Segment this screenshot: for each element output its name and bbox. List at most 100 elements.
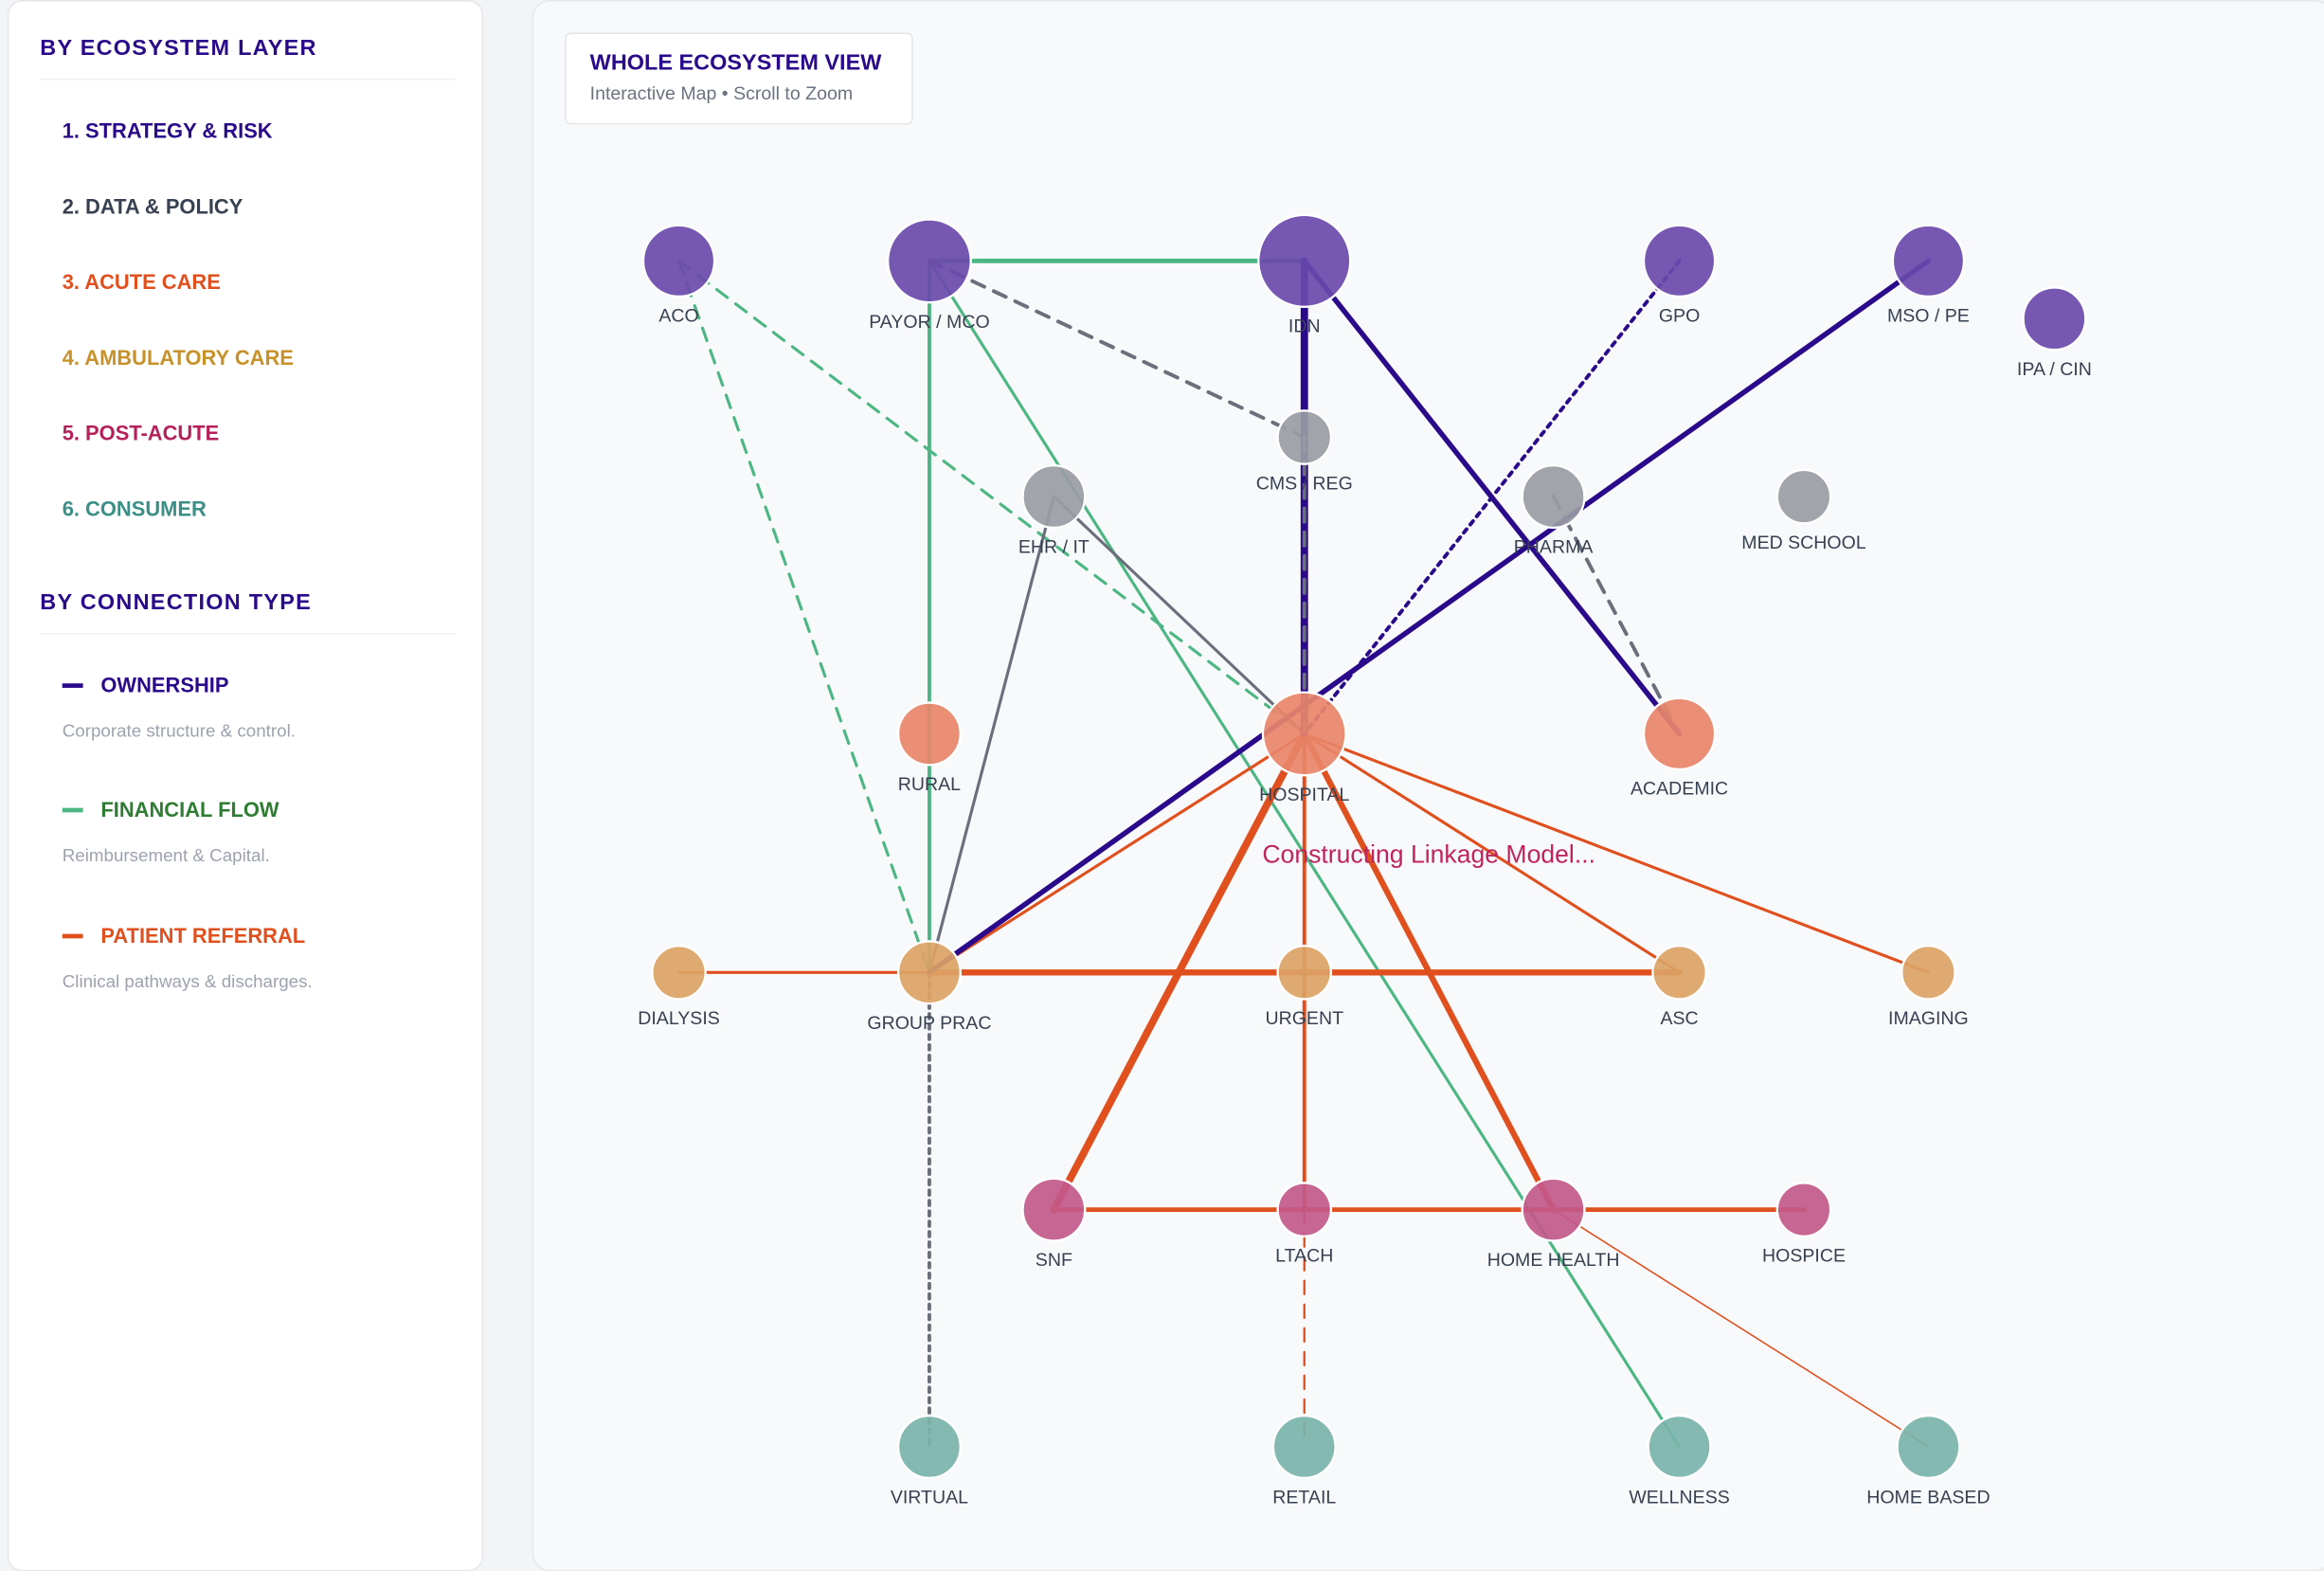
node-circle[interactable] [1276,409,1333,465]
layer-filter-postacute[interactable]: 5. POST-ACUTE [62,421,220,445]
node-circle[interactable] [1271,1414,1337,1479]
node-label: MSO / PE [1887,305,1970,326]
node-circle[interactable] [1276,1182,1333,1237]
node-circle[interactable] [641,224,716,298]
node-label: PAYOR / MCO [869,312,989,333]
node-circle[interactable] [651,944,707,1001]
node-pharma[interactable]: PHARMA [1514,464,1594,558]
node-asc[interactable]: ASC [1651,944,1707,1029]
node-circle[interactable] [896,1414,962,1479]
node-label: PHARMA [1514,537,1594,558]
layer-filter-data[interactable]: 2. DATA & POLICY [62,193,243,218]
ecosystem-map[interactable]: ACO PAYOR / MCO IDN GPO MSO / PE IPA / CIN CMS… [531,0,2324,1571]
node-circle[interactable] [1642,696,1717,771]
node-circle[interactable] [1276,944,1333,1001]
node-circle[interactable] [886,218,972,304]
node-label: IMAGING [1888,1008,1969,1029]
node-medschool[interactable]: MED SCHOOL [1741,468,1866,553]
node-label: WELLNESS [1629,1487,1729,1508]
node-retail[interactable]: RETAIL [1271,1414,1337,1508]
node-circle[interactable] [1521,464,1586,530]
edge-hospital-asc[interactable] [1303,731,1682,974]
node-cms[interactable]: CMS / REG [1256,409,1353,494]
node-aco[interactable]: ACO [641,224,716,327]
node-circle[interactable] [2022,286,2087,352]
node-payor[interactable]: PAYOR / MCO [869,218,990,333]
node-circle[interactable] [1896,1414,1961,1479]
edge-ehr-hospital[interactable] [1052,495,1306,735]
edge-ehr-group[interactable] [928,495,1055,974]
edge-hospital-group[interactable] [928,731,1306,974]
node-circle[interactable] [1261,691,1347,777]
node-label: ACO [658,305,698,326]
node-circle[interactable] [1775,468,1832,525]
layer-filter-strategy[interactable]: 1. STRATEGY & RISK [62,118,273,143]
node-circle[interactable] [1521,1177,1586,1242]
node-circle[interactable] [1021,1177,1087,1242]
node-idn[interactable]: IDN [1257,213,1352,337]
layer-filter-acute[interactable]: 3. ACUTE CARE [62,269,221,294]
node-imaging[interactable]: IMAGING [1888,944,1969,1029]
node-snf[interactable]: SNF [1021,1177,1087,1271]
layer-filter-consumer[interactable]: 6. CONSUMER [62,497,207,521]
node-circle[interactable] [1021,464,1087,530]
node-rural[interactable]: RURAL [896,701,962,795]
node-academic[interactable]: ACADEMIC [1630,696,1728,800]
edge-homehealth-homebased[interactable] [1552,1208,1930,1448]
edge-aco-group[interactable] [676,259,931,974]
connection-label: PATIENT REFERRAL [100,923,306,948]
node-circle[interactable] [1775,1182,1832,1237]
node-group[interactable]: GROUP PRAC [867,940,991,1034]
node-virtual[interactable]: VIRTUAL [891,1414,968,1508]
referral-line-icon [62,934,83,939]
connection-filter-financial[interactable]: FINANCIAL FLOW Reimbursement & Capital. [62,798,279,866]
node-label: IPA / CIN [2017,359,2092,380]
node-gpo[interactable]: GPO [1642,224,1717,327]
edge-aco-hospital[interactable] [676,259,1306,735]
ownership-line-icon [62,683,83,689]
node-circle[interactable] [1901,944,1956,1001]
node-circle[interactable] [896,701,962,767]
node-label: LTACH [1275,1245,1333,1266]
node-mso[interactable]: MSO / PE [1887,224,1970,327]
map-title: WHOLE ECOSYSTEM VIEW [589,50,882,76]
node-label: IDN [1288,316,1321,336]
node-circle[interactable] [1642,224,1717,298]
connection-filter-ownership[interactable]: OWNERSHIP Corporate structure & control. [62,673,296,741]
node-circle[interactable] [1257,213,1352,309]
connection-desc: Reimbursement & Capital. [62,844,270,866]
node-wellness[interactable]: WELLNESS [1629,1414,1730,1508]
layer-section-title: BY ECOSYSTEM LAYER [40,35,317,62]
node-homehealth[interactable]: HOME HEALTH [1487,1177,1620,1271]
edge-payor-cms[interactable] [927,259,1306,440]
node-label: VIRTUAL [891,1487,968,1508]
network-graph[interactable]: ACO PAYOR / MCO IDN GPO MSO / PE IPA / CIN CMS… [533,2,2324,1571]
node-homebased[interactable]: HOME BASED [1866,1414,1991,1508]
edge-mso-group[interactable] [927,258,1932,976]
node-label: HOME HEALTH [1487,1250,1620,1271]
map-subtitle: Interactive Map • Scroll to Zoom [589,82,854,104]
node-hospital[interactable]: HOSPITAL [1259,691,1349,805]
node-label: HOME BASED [1866,1487,1990,1508]
node-urgent[interactable]: URGENT [1265,944,1343,1029]
node-circle[interactable] [1647,1414,1712,1479]
edge-gpo-hospital[interactable] [1302,259,1682,736]
edge-pharma-academic[interactable] [1551,495,1682,736]
node-label: DIALYSIS [638,1008,720,1029]
node-circle[interactable] [896,940,962,1005]
edge-hospital-snf[interactable] [1050,730,1308,1214]
edge-hospital-homehealth[interactable] [1301,731,1557,1213]
node-ltach[interactable]: LTACH [1275,1182,1333,1266]
node-hospice[interactable]: HOSPICE [1762,1182,1846,1266]
edge-hospital-imaging[interactable] [1303,731,1930,974]
node-label: HOSPICE [1762,1245,1846,1266]
connection-filter-referral[interactable]: PATIENT REFERRAL Clinical pathways & dis… [62,923,313,992]
node-label: ACADEMIC [1630,779,1728,800]
node-ipa[interactable]: IPA / CIN [2017,286,2092,380]
layer-filter-ambulatory[interactable]: 4. AMBULATORY CARE [62,345,294,370]
connection-label: OWNERSHIP [100,673,229,697]
node-dialysis[interactable]: DIALYSIS [638,944,720,1029]
node-circle[interactable] [1891,224,1966,298]
node-circle[interactable] [1651,944,1707,1001]
node-ehr[interactable]: EHR / IT [1018,464,1090,558]
